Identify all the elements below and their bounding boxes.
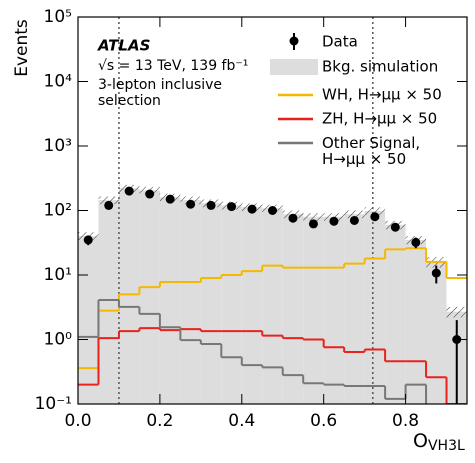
bkg-bar — [364, 211, 386, 404]
bkg-bar — [139, 190, 160, 404]
data-point — [186, 199, 196, 209]
legend-label: WH, H→μμ × 50 — [322, 86, 442, 104]
bkg-bar — [221, 205, 242, 404]
legend-label: Bkg. simulation — [322, 58, 438, 76]
legend-swatch — [270, 59, 318, 75]
y-tick-label: 10⁴ — [44, 72, 73, 92]
y-tick-label: 10⁵ — [44, 7, 72, 27]
selection-label: selection — [98, 93, 161, 109]
bkg-bar — [385, 224, 406, 404]
data-point — [227, 202, 237, 212]
data-point — [83, 235, 93, 245]
bkg-bar — [200, 203, 222, 404]
bkg-bar — [344, 214, 365, 404]
data-point — [308, 219, 318, 229]
selection-label: 3-lepton inclusive — [98, 77, 222, 93]
bkg-uncertainty — [446, 306, 467, 318]
data-point — [349, 215, 359, 225]
y-tick-label: 10¹ — [44, 265, 72, 285]
x-tick-label: 0.6 — [310, 411, 337, 431]
experiment-label: ATLAS — [97, 37, 150, 55]
data-point — [124, 186, 134, 196]
x-tick-label: 0.0 — [64, 411, 91, 431]
bkg-bar — [241, 207, 263, 404]
bkg-uncertainty — [344, 210, 365, 219]
legend-label: Data — [322, 33, 358, 51]
data-point — [370, 212, 380, 222]
x-axis-label: OVH3L — [413, 430, 465, 455]
y-tick-label: 10³ — [44, 136, 72, 156]
legend-swatch — [289, 36, 299, 46]
data-point — [206, 200, 216, 210]
legend-label: Other Signal, H→μμ × 50 — [322, 134, 420, 168]
bkg-bar — [118, 188, 140, 404]
bkg-uncertainty — [303, 213, 324, 221]
bkg-bar — [426, 261, 447, 404]
bkg-bar — [78, 236, 99, 404]
data-point — [247, 204, 257, 214]
plot-area — [78, 17, 467, 404]
energy-label: √s = 13 TeV, 139 fb⁻¹ — [98, 58, 248, 74]
data-point — [165, 194, 175, 204]
legend-label: ZH, H→μμ × 50 — [322, 110, 437, 128]
data-point — [452, 335, 462, 344]
data-point — [411, 237, 421, 247]
y-axis-label: Events — [12, 19, 32, 77]
x-tick-label: 0.2 — [146, 411, 173, 431]
bkg-bar — [282, 214, 304, 404]
x-tick-label: 0.4 — [228, 411, 255, 431]
bkg-bar — [405, 239, 427, 404]
y-tick-label: 10⁰ — [44, 330, 73, 350]
bkg-bar — [98, 200, 119, 404]
bkg-bar — [323, 216, 345, 404]
y-tick-label: 10² — [44, 201, 72, 221]
x-tick-label: 0.8 — [392, 411, 419, 431]
bkg-uncertainty — [98, 196, 119, 205]
data-point — [431, 268, 441, 278]
bkg-bar — [262, 208, 283, 404]
data-point — [329, 216, 339, 226]
bkg-bar — [303, 216, 324, 404]
data-point — [390, 222, 400, 232]
bkg-bar — [159, 197, 181, 404]
data-point — [268, 206, 277, 215]
data-point — [104, 200, 114, 210]
data-point — [145, 189, 155, 199]
bkg-bar — [180, 200, 201, 404]
bkg-uncertainty — [364, 207, 386, 216]
data-point — [288, 213, 298, 223]
y-tick-label: 10⁻¹ — [35, 394, 72, 414]
